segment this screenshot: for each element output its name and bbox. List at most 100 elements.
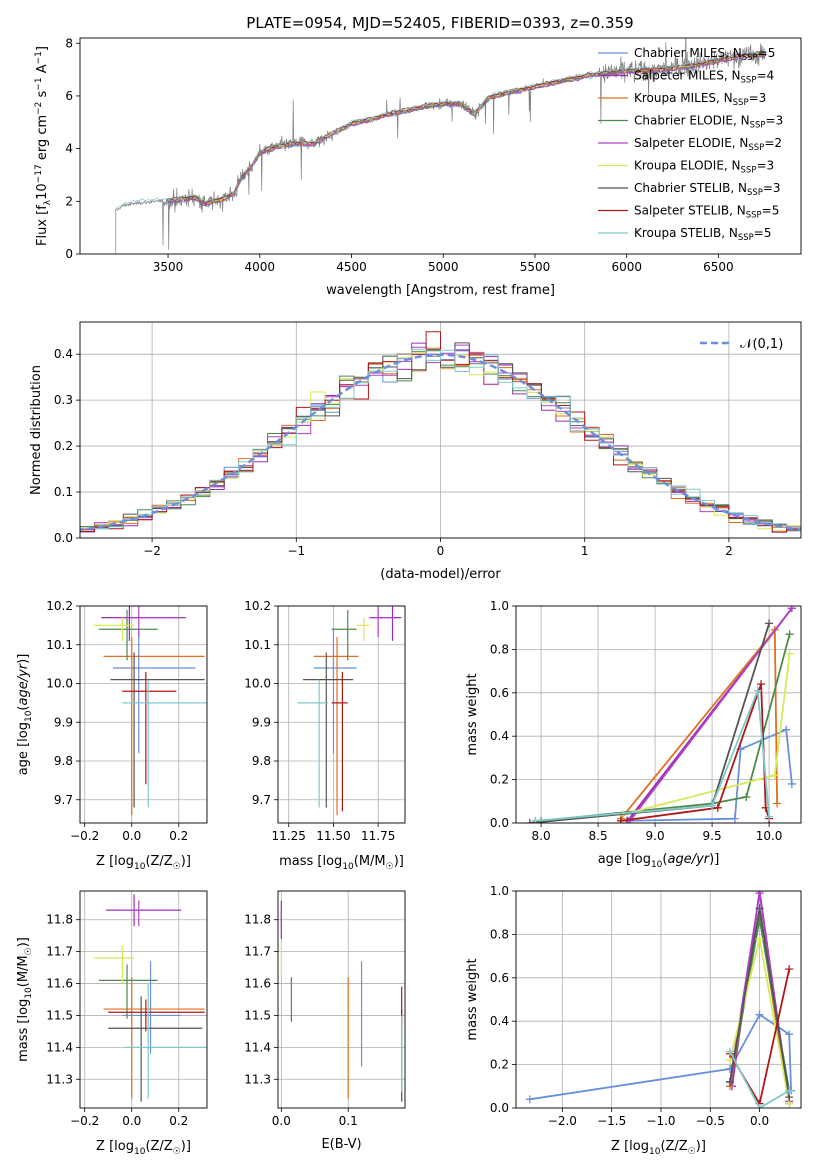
y-axis-label: Normed distribution (29, 365, 44, 495)
axis-label: Z [log10(Z/Z☉)] (96, 854, 191, 872)
y-tick-label: 0.2 (490, 773, 509, 787)
y-tick-label: 0.6 (490, 971, 509, 985)
mass-weight-marker (765, 812, 774, 821)
x-tick-label: 1 (581, 544, 589, 558)
x-tick-label: 0.0 (750, 1114, 769, 1128)
y-tick-label: 0.4 (490, 1014, 509, 1028)
mass-vs-metallicity-panel: −0.2 0.0 0.2 11.3 11.4 11.5 11.6 11.7 11.8 Z [log… (16, 890, 208, 1157)
plot-area (297, 606, 402, 816)
mass-weight-marker (770, 771, 779, 780)
mass-weight-marker (785, 630, 794, 639)
y-tick-label: 9.8 (252, 754, 271, 768)
spectrum-panel: 3500 4000 4500 5000 5500 6000 6500 0 2 4 6 8 wavelen… (34, 36, 802, 298)
x-tick-label: 5500 (520, 260, 551, 274)
axes-frame (515, 890, 802, 1109)
mass-weight-line-4 (541, 633, 791, 822)
plot-area (80, 331, 801, 534)
legend-entry: Kroupa ELODIE, NSSP=3 (634, 159, 774, 176)
y-tick-label: 9.7 (54, 793, 73, 807)
y-axis-label: Flux [fλ10−17 erg cm−2 s−1 A−1] (34, 46, 53, 246)
mass-weight-marker (525, 1095, 534, 1104)
x-tick-label: 11.25 (272, 829, 306, 843)
legend-entry: Chabrier STELIB, NSSP=3 (634, 181, 781, 198)
y-tick-label: 10.1 (46, 638, 73, 652)
plot-area (94, 894, 207, 1102)
mass-weight-marker (713, 803, 722, 812)
y-tick-label: 0.3 (54, 393, 73, 407)
y-tick-label: 0.6 (490, 686, 509, 700)
y-tick-label: 0.0 (490, 1101, 509, 1115)
mass-weight-marker (782, 725, 791, 734)
x-tick-label: −2.0 (548, 1114, 577, 1128)
y-tick-label: 11.5 (244, 1008, 271, 1022)
x-tick-label: 6000 (611, 260, 642, 274)
model-spectrum-kroupa-stelib (115, 49, 766, 210)
x-tick-label: −2 (143, 544, 161, 558)
y-tick-label: 11.8 (46, 913, 73, 927)
y-tick-label: 9.9 (252, 715, 271, 729)
y-tick-label: 10.0 (244, 677, 271, 691)
axis-label: mass [log10(M/M☉)] (279, 854, 404, 872)
x-tick-label: 6500 (703, 260, 734, 274)
y-tick-label: 11.8 (244, 913, 271, 927)
legend-entry: Chabrier ELODIE, NSSP=3 (634, 114, 783, 131)
mass-weight-marker (755, 934, 764, 943)
age-vs-metallicity-panel: −0.2 0.0 0.2 9.7 9.8 9.9 10.0 10.1 10.2 Z [log10(… (16, 599, 208, 872)
axes-frame (277, 890, 406, 1109)
mass-weight-marker (708, 801, 717, 810)
x-tick-label: 10.0 (756, 829, 783, 843)
mass-weight-marker (755, 904, 764, 913)
y-tick-label: 0.2 (490, 1058, 509, 1072)
y-tick-label: 8 (65, 36, 73, 50)
y-tick-label: 9.7 (252, 793, 271, 807)
y-tick-label: 0.8 (490, 642, 509, 656)
mass-weight-marker (730, 814, 739, 823)
mass-weight-marker (785, 1086, 794, 1095)
y-tick-label: 2 (65, 194, 73, 208)
y-tick-label: 0.4 (490, 729, 509, 743)
y-tick-label: 11.3 (244, 1072, 271, 1086)
figure-title: PLATE=0954, MJD=52405, FIBERID=0393, z=0… (246, 14, 633, 32)
x-tick-label: −1 (287, 544, 305, 558)
mass-weight-line-9 (535, 690, 770, 822)
x-tick-label: 0.2 (169, 1114, 188, 1128)
y-tick-label: 11.7 (244, 945, 271, 959)
x-tick-label: −0.2 (70, 829, 99, 843)
x-tick-label: 0.0 (122, 1114, 141, 1128)
massweight-vs-metallicity-panel: −2.0 −1.5 −1.0 −0.5 0.0 0.0 0.2 0.4 0.6 0.8 1.0 mas… (465, 884, 802, 1157)
y-tick-label: 0.0 (54, 531, 73, 545)
x-axis-label: (data-model)/error (380, 567, 501, 582)
mass-weight-marker (753, 686, 762, 695)
mass-weight-marker (742, 792, 751, 801)
y-tick-label: 0.1 (54, 485, 73, 499)
x-tick-label: 11.50 (316, 829, 350, 843)
x-axis-label: age [log10(age/yr)] (598, 852, 720, 870)
mass-weight-marker (531, 816, 540, 823)
x-tick-label: 0.2 (169, 829, 188, 843)
y-tick-label: 11.4 (244, 1040, 271, 1054)
legend-entry: Kroupa STELIB, NSSP=5 (634, 226, 772, 243)
x-tick-label: 0.0 (272, 1114, 291, 1128)
y-axis-label: mass weight (465, 673, 480, 755)
mass-weight-marker (773, 799, 782, 808)
mass-weight-marker (785, 649, 794, 658)
mass-weight-marker (765, 619, 774, 628)
mass-weight-marker (616, 816, 625, 823)
axis-label: wavelength [Angstrom, rest frame] (326, 283, 555, 298)
axis-label: Z [log10(Z/Z☉)] (611, 1139, 706, 1157)
mass-weight-marker (525, 819, 534, 823)
model-spectrum-chabrier-miles (165, 54, 766, 207)
y-tick-label: 0.4 (54, 347, 73, 361)
x-tick-label: −0.2 (70, 1114, 99, 1128)
x-tick-label: 5000 (428, 260, 459, 274)
y-tick-label: 10.0 (46, 677, 73, 691)
mass-weight-marker (785, 1030, 794, 1039)
y-tick-label: 4 (65, 142, 73, 156)
y-tick-label: 1.0 (490, 599, 509, 613)
y-tick-label: 9.8 (54, 754, 73, 768)
mass-vs-ebv-panel: 0.0 0.1 11.3 11.4 11.5 11.6 11.7 11.8 E(B-V) (244, 890, 406, 1152)
x-tick-label: 8.0 (532, 829, 551, 843)
x-tick-label: 3500 (153, 260, 184, 274)
x-tick-label: 9.0 (646, 829, 665, 843)
